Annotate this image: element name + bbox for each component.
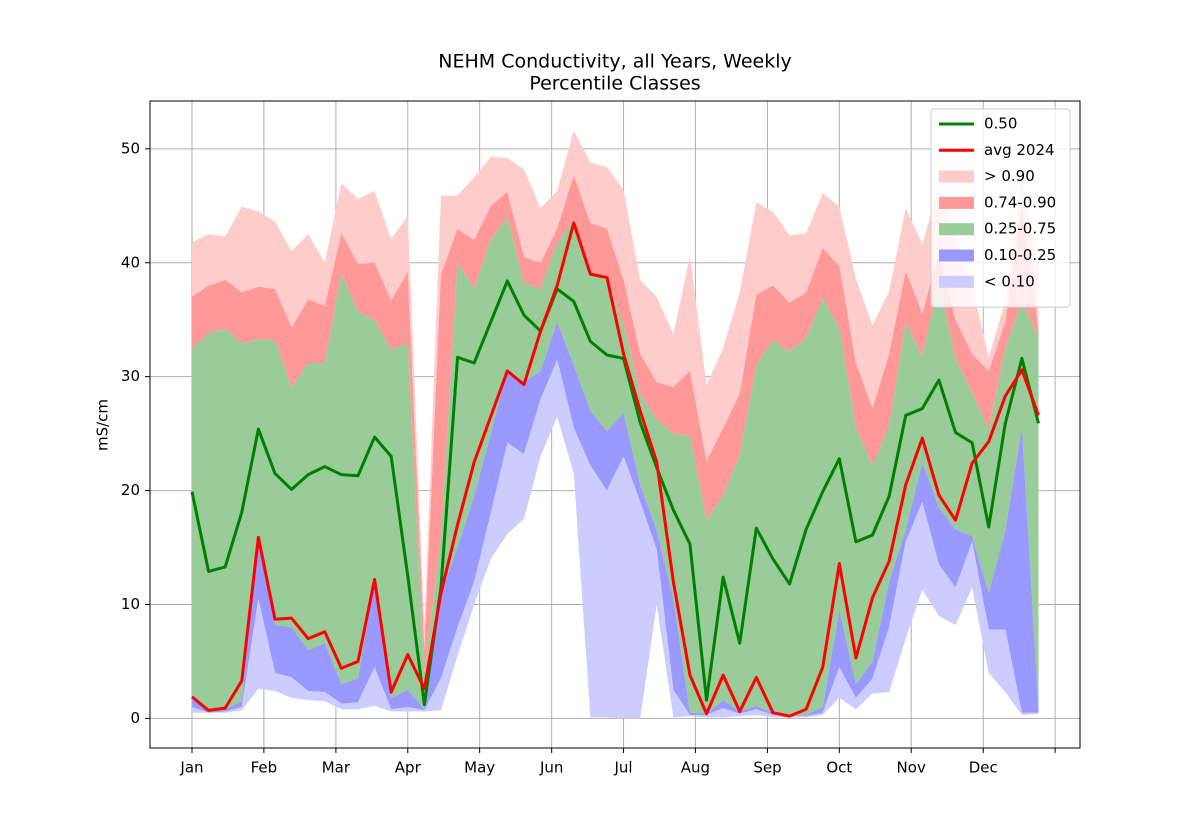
legend-label: avg 2024	[984, 141, 1055, 159]
legend-swatch	[939, 249, 974, 262]
percentile-band	[191, 217, 1039, 717]
y-axis-label: mS/cm	[94, 399, 112, 451]
lines	[190, 221, 1040, 718]
y-tick-label: 50	[121, 139, 140, 157]
y-tick-label: 0	[130, 709, 140, 727]
legend-swatch	[939, 196, 974, 209]
x-tick-label: Apr	[395, 759, 422, 777]
legend-swatch	[939, 223, 974, 236]
y-tick-label: 40	[121, 253, 140, 271]
legend-label: 0.10-0.25	[984, 246, 1056, 264]
x-tick-label: Jul	[613, 759, 632, 777]
y-tick-label: 10	[121, 595, 140, 613]
x-tick-label: Feb	[251, 759, 278, 777]
chart-title: NEHM Conductivity, all Years, Weekly	[438, 51, 791, 73]
percentile-band	[191, 359, 1039, 719]
series-line	[191, 221, 1040, 718]
x-tick-label: Sep	[753, 759, 781, 777]
y-tick-label: 20	[121, 481, 140, 499]
legend-label: > 0.90	[984, 167, 1035, 185]
axes-frame	[149, 100, 1081, 749]
legend-label: 0.50	[984, 115, 1017, 133]
legend: 0.50 avg 2024 > 0.90 0.74-0.90 0.25-0.75 0.10…	[930, 108, 1071, 308]
bands	[191, 130, 1039, 719]
legend-label: 0.25-0.75	[984, 220, 1056, 238]
chart-subtitle: Percentile Classes	[529, 73, 700, 95]
legend-swatch	[939, 275, 974, 288]
x-tick-label: Mar	[322, 759, 351, 777]
x-tick-label: Nov	[897, 759, 926, 777]
x-tick-label: May	[464, 759, 495, 777]
x-tick-label: Aug	[681, 759, 710, 777]
percentile-band	[191, 175, 1039, 673]
legend-label: 0.74-0.90	[984, 193, 1056, 211]
legend-swatch	[939, 170, 974, 183]
x-tick-label: Jun	[539, 759, 563, 777]
legend-label: < 0.10	[984, 272, 1035, 290]
x-tick-label: Jan	[179, 759, 203, 777]
x-tick-label: Oct	[826, 759, 852, 777]
x-tick-label: Dec	[969, 759, 998, 777]
y-tick-label: 30	[121, 367, 140, 385]
percentile-band	[191, 130, 1039, 651]
series-line	[190, 279, 1040, 707]
